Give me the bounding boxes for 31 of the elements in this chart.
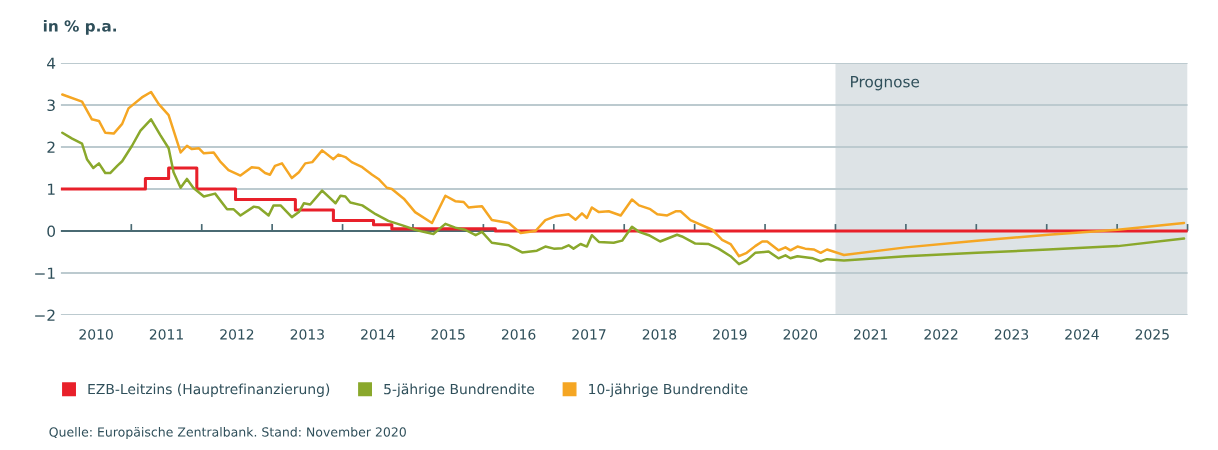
x-tick-label: 2012 [220, 329, 254, 340]
source-note: Quelle: Europäische Zentralbank. Stand: November 2020 [49, 427, 406, 440]
x-tick-label: 2011 [149, 329, 183, 340]
legend-label: EZB-Leitzins (Hauptrefinanzierung) [88, 383, 330, 397]
y-tick-label: 4 [47, 57, 56, 69]
x-tick-label: 2014 [361, 329, 395, 340]
x-tick-label: 2024 [1065, 329, 1099, 340]
y-axis-title: in % p.a. [43, 19, 116, 35]
y-tick-label: 0 [47, 225, 56, 238]
x-tick-label: 2018 [642, 329, 677, 340]
y-tick-label: 1 [48, 183, 55, 195]
x-tick-label: 2015 [431, 329, 465, 340]
y-tick-label: 2 [47, 141, 55, 153]
x-tick-label: 2017 [572, 329, 606, 340]
y-tick-label: −2 [35, 309, 55, 321]
line-series [61, 90, 1186, 258]
legend-label: 5-jährige Bundrendite [384, 383, 535, 397]
line-series [61, 118, 1186, 266]
x-tick-label: 2019 [713, 329, 747, 340]
x-tick-label: 2021 [854, 329, 888, 340]
y-tick-label: 3 [47, 99, 55, 112]
x-tick-label: 2025 [1135, 329, 1169, 340]
y-tick-label: −1 [35, 267, 55, 279]
x-tick-label: 2016 [501, 329, 536, 340]
x-tick-label: 2020 [783, 329, 818, 340]
x-tick-label: 2013 [290, 329, 324, 340]
band-label: Prognose [851, 76, 920, 91]
x-tick-label: 2023 [994, 329, 1029, 340]
x-tick-label: 2010 [79, 329, 113, 340]
x-tick-label: 2022 [924, 329, 958, 340]
legend-label: 10-jährige Bundrendite [589, 383, 748, 397]
